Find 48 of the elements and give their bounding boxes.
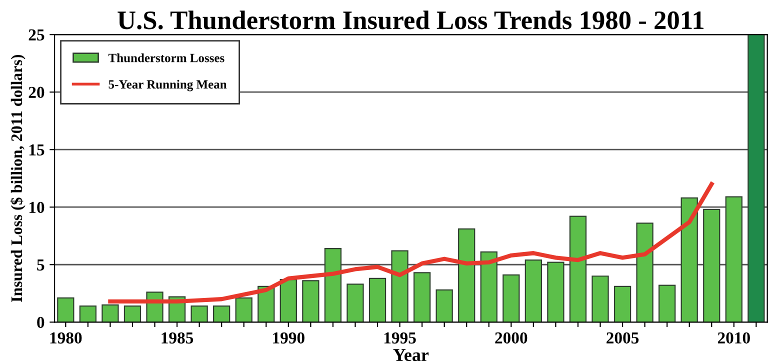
bar <box>368 278 386 322</box>
bar <box>302 280 320 322</box>
x-tick-label: 2000 <box>495 332 528 344</box>
x-tick-label: 1980 <box>50 332 82 344</box>
bar <box>636 222 654 322</box>
bar <box>748 34 765 322</box>
bar <box>102 304 119 322</box>
line-series <box>108 182 714 304</box>
x-tick-label: 1990 <box>273 332 304 344</box>
y-tick-label: 10 <box>29 202 44 214</box>
bar <box>703 208 720 322</box>
bar <box>658 284 676 322</box>
legend-label: 5-Year Running Mean <box>108 80 227 92</box>
bar <box>502 274 520 322</box>
bar <box>436 289 453 322</box>
bar <box>391 250 408 322</box>
y-axis-title: Insured Loss ($ billion, 2011 dollars) <box>10 54 26 302</box>
legend-label: Thunderstorm Losses <box>108 53 224 62</box>
bar <box>547 262 564 322</box>
bar <box>324 248 342 322</box>
bar <box>592 276 609 322</box>
bar <box>614 286 632 322</box>
bar <box>124 305 142 322</box>
x-tick-label: 2010 <box>718 332 750 344</box>
bar <box>280 279 297 322</box>
bar <box>79 305 97 322</box>
bar <box>680 197 698 322</box>
bar <box>480 251 498 322</box>
bar <box>413 272 431 322</box>
bar <box>190 305 208 322</box>
bar <box>725 196 742 322</box>
y-tick-label: 15 <box>29 144 44 156</box>
bar <box>235 297 252 322</box>
chart-title: U.S. Thunderstorm Insured Loss Trends 1980 - 2011 <box>118 10 704 30</box>
x-tick-label: 2005 <box>606 332 639 344</box>
x-tick-label: 1995 <box>384 332 416 344</box>
y-tick-label: 5 <box>37 259 44 271</box>
y-tick-label: 25 <box>28 29 44 41</box>
bar <box>57 297 74 322</box>
y-tick-label: 0 <box>37 316 44 328</box>
bar <box>213 305 230 322</box>
x-tick-label: 1985 <box>162 332 194 344</box>
y-tick-label: 20 <box>28 86 44 98</box>
bar <box>346 284 364 322</box>
bar <box>569 216 587 322</box>
x-axis-title: Year <box>393 349 429 362</box>
bar <box>524 259 542 322</box>
bar <box>458 228 476 322</box>
